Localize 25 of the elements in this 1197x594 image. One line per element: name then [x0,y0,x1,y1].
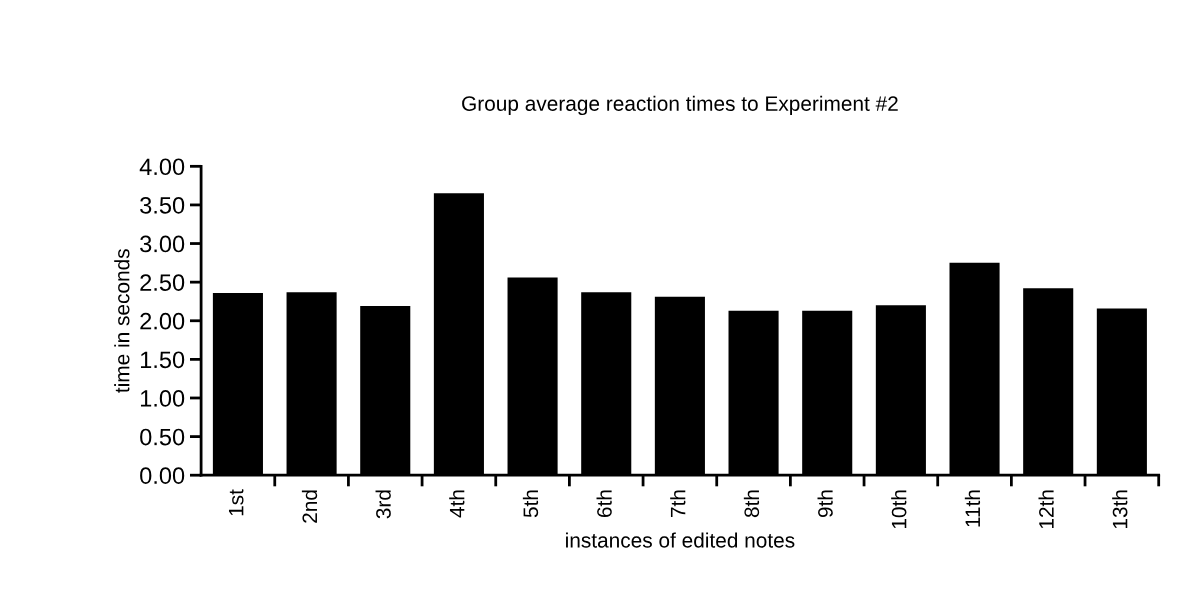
y-tick-label: 1.00 [140,390,185,407]
y-tick-label: 1.50 [140,351,185,369]
x-tick-label: 5th [522,490,539,518]
x-tick-label: 3rd [375,490,391,519]
y-tick-label: 0.50 [140,428,185,446]
x-tick-label: 7th [670,490,686,517]
x-tick-label: 11th [964,490,981,527]
x-tick-label: 9th [817,490,833,518]
x-tick-label: 8th [743,490,760,518]
y-tick-label: 3.50 [140,197,185,214]
x-tick-label: 6th [596,490,612,517]
y-tick-label: 4.00 [139,158,185,176]
x-axis-title: instances of edited notes [566,532,795,548]
y-tick-label: 3.00 [140,235,185,253]
y-axis-title: time in seconds [114,249,130,393]
x-tick-label: 10th [891,490,907,529]
x-tick-label: 1st [228,489,244,516]
x-tick-label: 13th [1112,490,1128,529]
y-tick-label: 2.50 [140,274,185,291]
x-tick-label: 12th [1038,490,1054,529]
x-tick-label: 2nd [301,490,318,523]
chart-title: Group average reaction times to Experiment #2 [462,95,898,116]
y-tick-label: 0.00 [140,467,185,484]
y-tick-label: 2.00 [140,312,185,330]
x-tick-label: 4th [449,490,465,518]
